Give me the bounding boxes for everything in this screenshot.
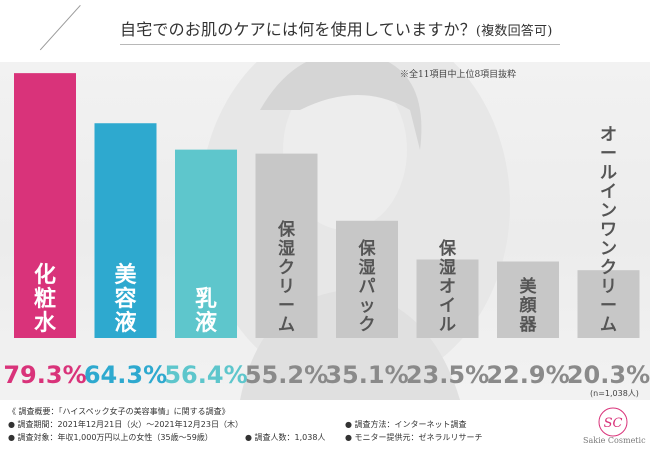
survey-heading: 《 調査概要：「ハイスペック女子の美容事情」に関する調査》: [8, 407, 230, 416]
category-label-2: 美容液: [114, 262, 137, 336]
bar-1: [14, 73, 76, 338]
value-label-4: 55.2%: [245, 361, 328, 389]
title-main: 自宅でのお肌のケアには何を使用していますか？: [120, 20, 476, 39]
category-label-6: 保湿オイル: [438, 238, 457, 335]
bar-4: [255, 153, 318, 338]
header: [0, 0, 650, 62]
sample-size-note: (n=1,038人): [590, 389, 639, 398]
brand-name: Sakie Cosmetic: [583, 436, 646, 445]
survey-provider: ● モニター提供元：ゼネラルリサーチ: [345, 433, 483, 442]
bar-chart: 化粧水 79.3% 美容液 64.3% 乳液 56.4% 保湿クリーム 55.2% 保湿パック 3…: [3, 73, 650, 389]
brand-logo-icon: SC: [598, 407, 628, 437]
bar-7: [497, 261, 559, 338]
survey-period: ● 調査期間：2021年12月21日（火）～2021年12月23日（木）: [8, 420, 243, 429]
survey-target: ● 調査対象：年収1,000万円以上の女性（35歳～59歳）: [8, 433, 213, 442]
category-label-7: 美顔器: [519, 276, 538, 335]
survey-footer: [0, 404, 650, 450]
category-label-3: 乳液: [195, 286, 217, 336]
selection-note: ※全11項目中上位8項目抜粋: [400, 70, 517, 80]
bar-3: [175, 149, 237, 338]
survey-method: ● 調査方法：インターネット調査: [345, 420, 467, 429]
category-label-4: 保湿クリーム: [277, 219, 296, 335]
bar-5: [336, 220, 398, 338]
category-label-5: 保湿パック: [358, 238, 377, 335]
value-label-7: 22.9%: [486, 361, 569, 389]
chart-title: 自宅でのお肌のケアには何を使用していますか？(複数回答可): [120, 16, 552, 40]
title-suffix: (複数回答可): [475, 24, 553, 39]
value-label-2: 64.3%: [84, 361, 167, 389]
bar-6: [416, 259, 479, 338]
value-label-3: 56.4%: [164, 361, 247, 389]
category-label-8: オールインワンクリーム: [600, 125, 617, 335]
value-label-8: 20.3%: [567, 361, 650, 389]
category-label-1: 化粧水: [34, 262, 57, 336]
value-label-5: 35.1%: [325, 361, 408, 389]
bar-2: [94, 123, 157, 338]
bar-8: [577, 270, 640, 338]
title-underline: [120, 44, 560, 45]
survey-count: ● 調査人数：1,038人: [245, 433, 326, 442]
value-label-6: 23.5%: [406, 361, 489, 389]
value-label-1: 79.3%: [3, 361, 86, 389]
logo-monogram: SC: [604, 416, 623, 431]
